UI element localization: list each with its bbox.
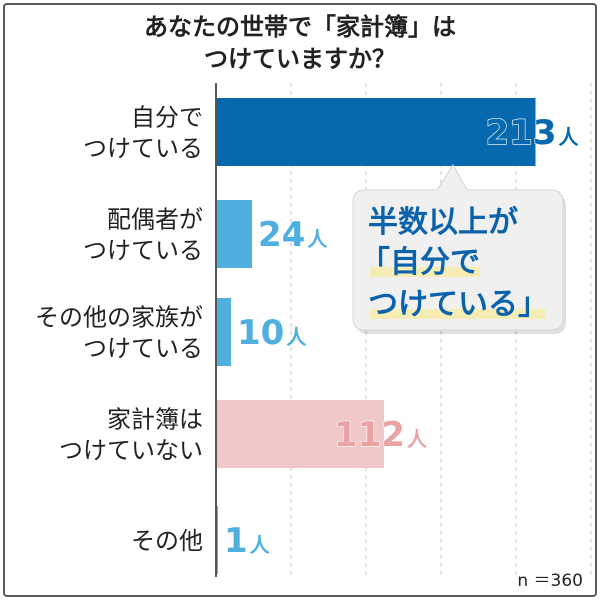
category-label: その他の家族が	[35, 304, 203, 332]
value-unit: 人	[307, 227, 328, 251]
value-unit: 人	[407, 427, 428, 451]
category-label: つけている	[83, 335, 203, 363]
callout-highlight	[370, 309, 546, 319]
category-label: つけている	[83, 135, 203, 163]
callout-text: つけている」	[368, 287, 548, 322]
value-label: 24 人	[258, 215, 328, 255]
callout-text: 「自分で	[360, 245, 480, 280]
category-label: つけている	[83, 237, 203, 265]
value-number: 10	[237, 313, 284, 353]
value-unit: 人	[250, 533, 271, 557]
chart-frame: あなたの世帯で「家計簿」は つけていますか？ 自分で つけている 213 人配偶者がつ…	[3, 3, 597, 597]
value-label: 10 人	[237, 313, 307, 353]
callout-text: 半数以上が	[368, 205, 518, 240]
value-unit: 人	[286, 325, 307, 349]
title-line-1: あなたの世帯で「家計簿」は	[144, 13, 456, 41]
category-label: その他	[131, 527, 203, 555]
sample-size-label: n ＝360	[517, 571, 583, 591]
category-label: 配偶者が	[107, 206, 203, 234]
value-number: 112	[334, 415, 405, 455]
bar	[216, 298, 231, 366]
bar	[216, 98, 536, 166]
value-number: 24	[258, 215, 305, 255]
category-label: 自分で	[131, 104, 203, 132]
chart-title: あなたの世帯で「家計簿」は つけていますか？	[5, 11, 595, 75]
title-line-2: つけていますか？	[204, 45, 396, 73]
value-number: 1	[224, 521, 248, 561]
value-unit: 人	[558, 125, 579, 149]
callout-bubble	[352, 164, 564, 331]
value-label: 112 人	[334, 415, 428, 455]
value-label: 213 人	[486, 113, 580, 153]
category-label: 家計簿は	[107, 406, 203, 434]
category-label: つけていない	[59, 437, 203, 465]
bar	[216, 200, 252, 268]
callout-highlight	[370, 267, 480, 277]
value-number: 213	[486, 113, 557, 153]
bar	[216, 400, 384, 468]
